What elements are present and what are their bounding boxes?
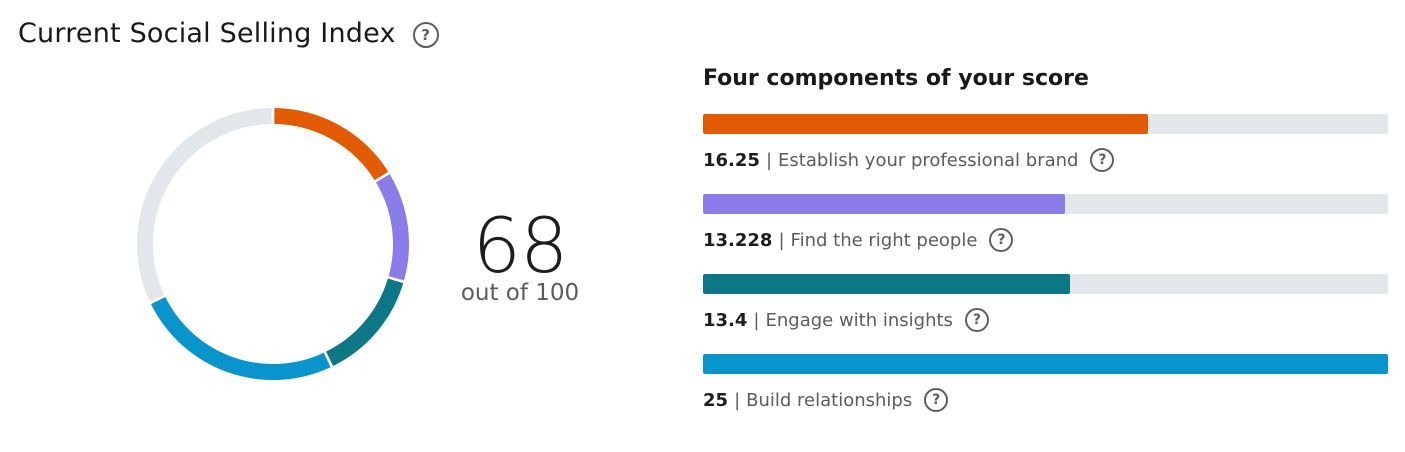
component-brand: 16.25 | Establish your professional bran…	[703, 114, 1389, 194]
separator: |	[734, 389, 741, 411]
component-bar-fill	[703, 194, 1066, 214]
component-bar-track	[703, 194, 1388, 214]
component-bar-track	[703, 274, 1388, 294]
ssi-score-value: 68	[472, 201, 569, 290]
component-label: Build relationships	[746, 389, 913, 411]
components-heading: Four components of your score	[703, 66, 1089, 91]
component-label-line: 13.4 | Engage with insights ?	[703, 306, 1389, 334]
component-label-line: 25 | Build relationships ?	[703, 386, 1389, 414]
help-question-icon[interactable]: ?	[989, 228, 1014, 252]
help-question-icon[interactable]: ?	[924, 388, 949, 412]
page-title: Current Social Selling Index	[18, 18, 396, 49]
component-bar-track	[703, 114, 1388, 134]
separator: |	[765, 149, 773, 171]
component-people: 13.228 | Find the right people ?	[703, 194, 1389, 274]
ssi-header: Current Social Selling Index ?	[18, 18, 439, 49]
component-bar-fill	[703, 114, 1149, 134]
help-question-icon[interactable]: ?	[1090, 148, 1115, 172]
component-label: Engage with insights	[765, 309, 953, 331]
component-relationships: 25 | Build relationships ?	[703, 354, 1389, 434]
donut-segment-3	[151, 296, 331, 380]
separator: |	[753, 309, 760, 331]
help-question-icon[interactable]: ?	[964, 308, 989, 332]
ssi-donut-chart	[137, 108, 409, 380]
separator: |	[778, 229, 785, 251]
component-score: 13.228	[703, 229, 773, 251]
ssi-score: 68 out of 100	[455, 201, 585, 306]
component-bar-track	[703, 354, 1388, 374]
donut-segment-2	[325, 278, 404, 366]
help-question-icon[interactable]: ?	[412, 21, 439, 48]
donut-segment-0	[274, 108, 389, 181]
component-label: Find the right people	[790, 229, 978, 251]
component-label-line: 13.228 | Find the right people ?	[703, 226, 1389, 254]
component-label-line: 16.25 | Establish your professional bran…	[703, 146, 1389, 174]
donut-segment-1	[375, 174, 409, 281]
component-score: 13.4	[703, 309, 748, 331]
component-label: Establish your professional brand	[778, 149, 1079, 171]
score-components-panel: Four components of your score 16.25 | Es…	[703, 64, 1389, 434]
component-insights: 13.4 | Engage with insights ?	[703, 274, 1389, 354]
component-score: 16.25	[703, 149, 760, 171]
component-bar-fill	[703, 274, 1071, 294]
component-score: 25	[703, 389, 729, 411]
donut-remainder	[137, 108, 272, 302]
ssi-score-max: out of 100	[460, 280, 580, 306]
component-bar-fill	[703, 354, 1388, 374]
